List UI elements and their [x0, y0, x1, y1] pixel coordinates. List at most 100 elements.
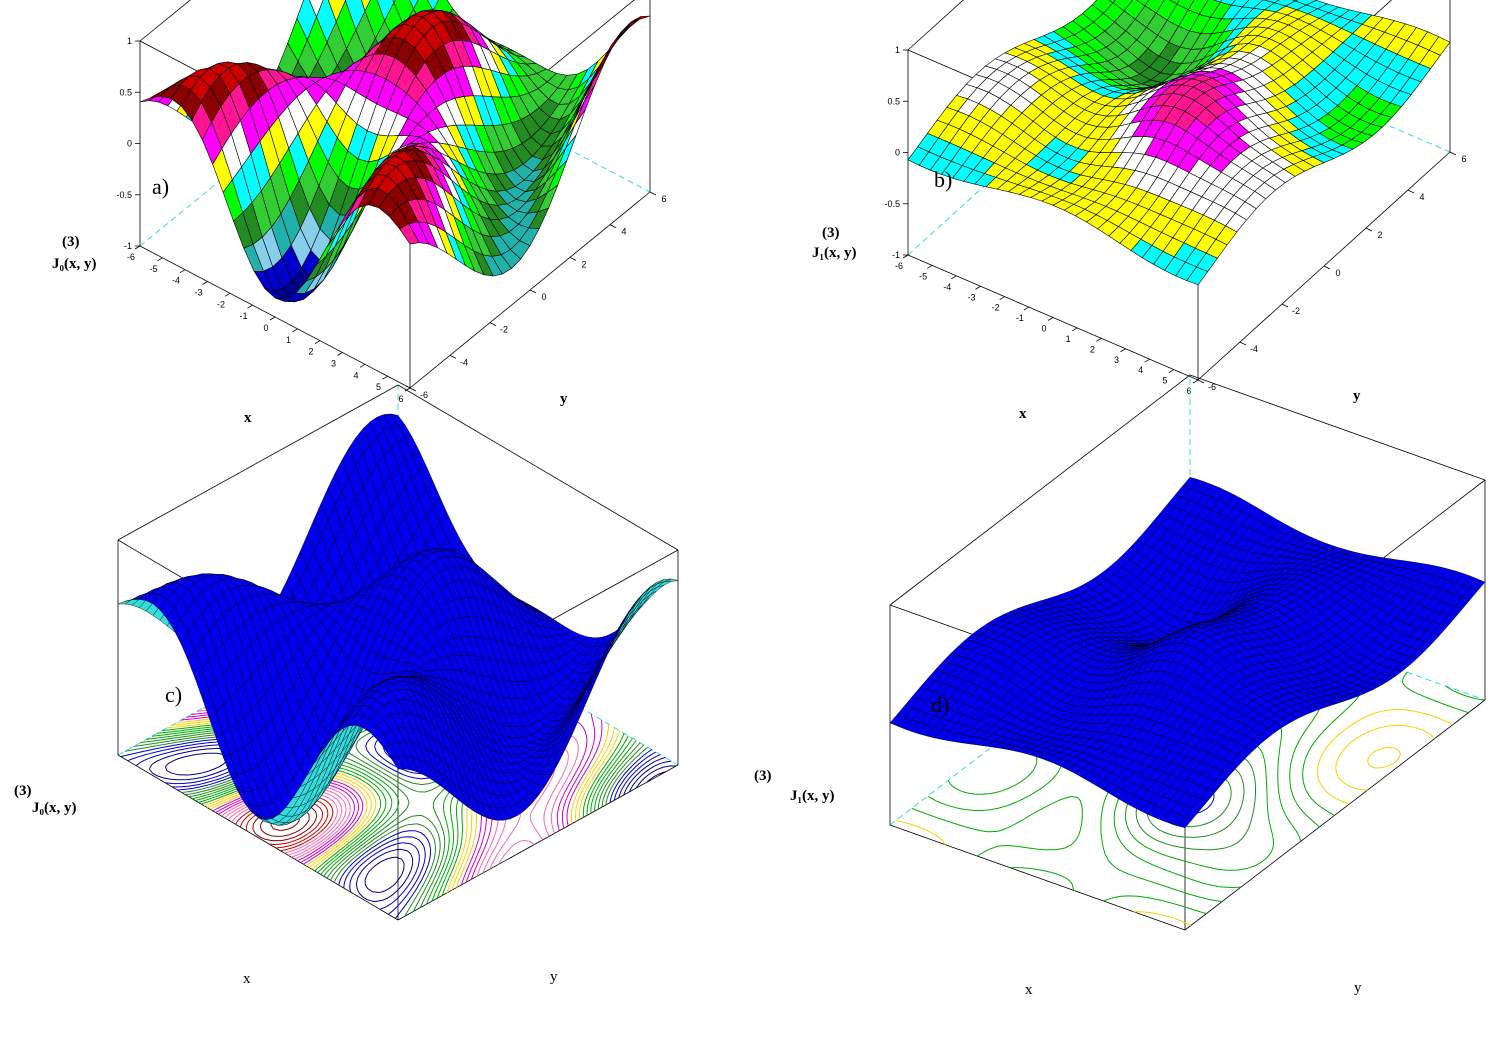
panel-b-y-label: y [1353, 388, 1361, 404]
panel-b-z-tick-label: 0 [895, 148, 900, 158]
panel-b-x-tick-label: 0 [1041, 324, 1046, 334]
panel-c-box-edge [397, 764, 679, 921]
panel-b-y-tick-mark [1197, 379, 1205, 384]
panel-b-z-label-superscript: (3) [822, 225, 840, 241]
panel-d-box-edge [889, 374, 1191, 606]
panel-a-z-label: J₀(x, y) [52, 256, 97, 272]
panel-a-x-tick-label: -1 [239, 311, 247, 321]
panel-b-y-tick-label: -2 [1292, 306, 1300, 316]
panel-b-z-label: J₁(x, y) [812, 245, 857, 261]
panel-a-y-tick-label: -6 [420, 390, 428, 400]
panel-a-y-tick-mark [529, 289, 537, 294]
panel-a-x-tick-mark [224, 292, 231, 297]
panel-a-x-tick-label: -2 [217, 299, 225, 309]
panel-a-label: a) [152, 174, 169, 199]
panel-a-surface-cell [619, 19, 640, 37]
panel-a-y-label: y [560, 391, 568, 407]
panel-a-x-tick-mark [292, 328, 298, 333]
panel-b-x-tick-label: -6 [895, 261, 903, 271]
panel-b-x-tick-mark [999, 296, 1005, 301]
panel-b-x-tick-label: 5 [1162, 376, 1167, 386]
panel-a-x-tick-label: 2 [308, 347, 313, 357]
panel-b-y-tick-mark [1239, 341, 1247, 346]
panel-b-x-tick-mark [1168, 369, 1175, 373]
panel-c-surface-cell [390, 756, 406, 770]
panel-a-x-tick-label: -3 [194, 288, 202, 298]
panel-a-surface-cell [609, 27, 630, 52]
panel-d: d)(3)J₁(x, y)x y [754, 374, 1486, 998]
panel-c-box-edge [117, 754, 399, 921]
panel-b-z-tick-label: -1 [892, 250, 900, 260]
panel-a-x-tick-mark [134, 245, 141, 250]
panel-b-x-tick-label: -2 [992, 303, 1000, 313]
panel-b-x-tick-mark [1144, 358, 1150, 363]
panel-a-y-tick-mark [649, 191, 657, 196]
panel-b-y-tick-mark [1365, 227, 1373, 232]
panel-a-x-tick-mark [382, 375, 388, 380]
panel-b-y-tick-label: 4 [1419, 192, 1424, 202]
panel-a-y-tick-mark [449, 354, 457, 359]
panel-b-y-tick-label: 2 [1377, 230, 1382, 240]
panel-c-box-edge [117, 384, 399, 541]
panel-b-y-tick-mark [1323, 265, 1331, 270]
panel-a-y-tick-mark [609, 224, 617, 229]
panel-a-y-tick-label: 4 [621, 227, 626, 237]
panel-b-x-tick-label: 1 [1066, 334, 1071, 344]
panel-b-box-edge [907, 0, 964, 51]
panel-b-x-tick-label: -1 [1016, 313, 1024, 323]
panel-d-box-edge [1189, 374, 1486, 481]
panel-a-x-tick-mark [337, 352, 343, 356]
panel-b-x-tick-mark [951, 275, 957, 280]
panel-b-x-tick-mark [902, 254, 909, 259]
panel-b-z-tick-label: -0.5 [884, 199, 900, 209]
panel-c: c)(3)J₀(x, y)x y [14, 384, 679, 987]
panel-d-surface-cell [1177, 816, 1193, 829]
panel-a-y-tick-label: 6 [661, 194, 666, 204]
panel-a-x-tick-label: -6 [127, 252, 135, 262]
panel-a-z-tick-label: 0.5 [119, 87, 132, 97]
panel-b-y-tick-mark [1407, 189, 1415, 194]
panel-d-x-label: x [1025, 982, 1033, 998]
panel-b-x-label: x [1019, 406, 1027, 422]
panel-a-z-tick-label: 0 [127, 139, 132, 149]
panel-d-box-edge [889, 824, 1186, 931]
panel-a-x-tick-mark [404, 387, 411, 392]
panel-b-x-tick-label: 6 [1186, 386, 1191, 396]
panel-b-x-tick-label: -4 [943, 282, 951, 292]
panel-a-z-tick-label: -0.5 [116, 190, 132, 200]
panel-b-y-tick-label: -6 [1208, 382, 1216, 392]
panel-a-surface-cell [399, 223, 420, 245]
panel-b-x-tick-label: 2 [1090, 344, 1095, 354]
panel-a-y-tick-mark [569, 256, 577, 261]
panel-a-x-tick-label: -4 [172, 276, 180, 286]
panel-a-x-tick-label: 5 [376, 382, 381, 392]
panel-a-z-tick-label: -1 [124, 241, 132, 251]
panel-c-label: c) [165, 682, 182, 707]
panel-b-y-tick-label: 6 [1461, 154, 1466, 164]
panel-b-x-tick-label: 4 [1138, 365, 1143, 375]
panel-b-x-tick-mark [1096, 337, 1102, 342]
panel-b-x-tick-label: -5 [919, 271, 927, 281]
panel-a-x-tick-mark [179, 269, 186, 274]
panel-a-x-tick-label: 1 [286, 335, 291, 345]
panel-b-x-tick-mark [975, 285, 981, 290]
panel-d-y-label: y [1354, 980, 1362, 996]
panel-b-x-tick-mark [1071, 327, 1078, 332]
panel-a-x-tick-mark [314, 340, 321, 345]
panel-a-y-tick-mark [409, 387, 417, 392]
panel-b-x-tick-mark [1023, 306, 1030, 311]
panel-b-x-tick-mark [1047, 317, 1054, 321]
panel-a-x-tick-label: 4 [353, 370, 358, 380]
panel-b-x-tick-mark [1120, 348, 1126, 353]
panel-b-label: b) [934, 167, 952, 192]
panel-d-box-edge [1184, 699, 1486, 931]
panel-b-y-tick-label: 0 [1335, 268, 1340, 278]
panel-a-y-tick-mark [489, 322, 497, 327]
panel-a-x-tick-label: 3 [331, 359, 336, 369]
panel-a-z-label-superscript: (3) [62, 234, 80, 250]
panel-b-y-tick-label: -4 [1250, 344, 1258, 354]
panel-d-label: d) [931, 692, 949, 717]
